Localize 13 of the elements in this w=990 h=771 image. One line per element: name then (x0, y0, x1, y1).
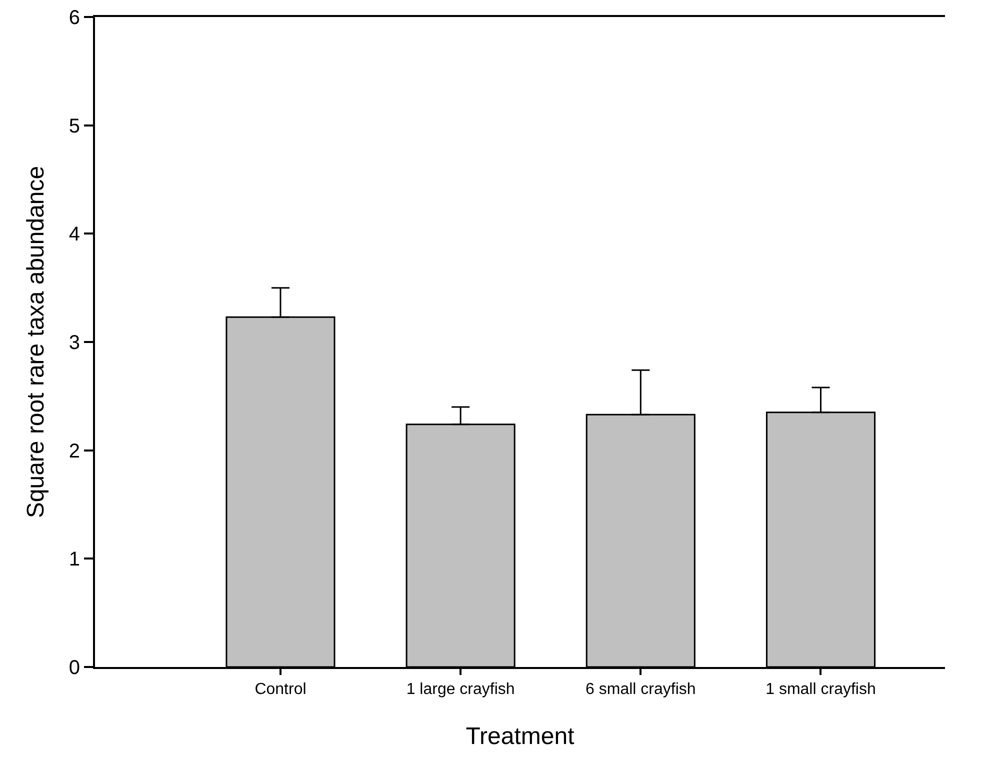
x-tick-label: Control (254, 681, 306, 698)
x-tick-label: 1 large crayfish (406, 681, 515, 698)
y-tick-label: 6 (68, 7, 80, 29)
y-tick-label: 0 (68, 657, 80, 679)
x-tick-label: 6 small crayfish (586, 681, 696, 698)
y-tick-label: 1 (68, 548, 80, 571)
y-axis-title: Square root rare taxa abundance (22, 166, 50, 518)
y-tick-label: 3 (68, 332, 80, 354)
x-axis-title: Treatment (466, 723, 575, 750)
y-tick-label: 5 (68, 115, 80, 138)
x-tick-label: 1 small crayfish (766, 681, 876, 698)
y-tick-label: 2 (68, 440, 80, 462)
y-tick-label: 4 (68, 224, 80, 246)
